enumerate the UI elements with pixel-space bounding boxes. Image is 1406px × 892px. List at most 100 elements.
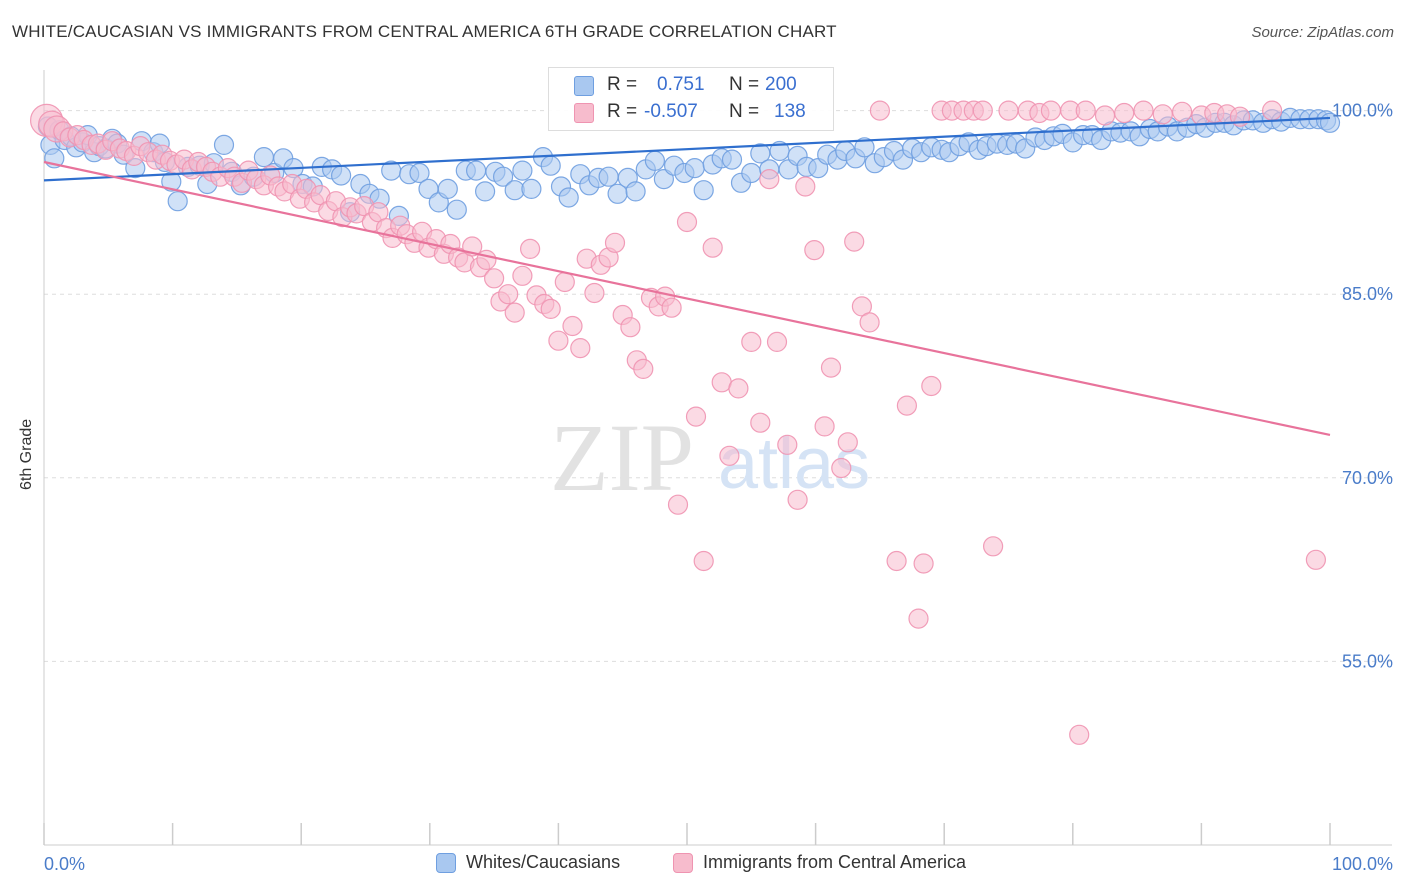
whites-point: [466, 160, 487, 181]
immigrants-point: [1094, 105, 1116, 126]
immigrants-point: [685, 406, 707, 427]
immigrants-point: [620, 317, 641, 338]
whites-point: [521, 178, 542, 199]
whites-point: [446, 199, 467, 220]
chart-title: WHITE/CAUCASIAN VS IMMIGRANTS FROM CENTR…: [12, 22, 837, 41]
immigrants-point: [693, 550, 714, 572]
y-tick-label: 100.0%: [1332, 101, 1393, 121]
stats-r-immigrants: -0.507: [644, 101, 698, 122]
immigrants-point: [476, 249, 497, 270]
immigrants-point: [1152, 104, 1173, 125]
immigrants-point: [604, 232, 626, 253]
whites-point: [409, 162, 430, 184]
stats-n-label: N =: [729, 101, 760, 122]
legend-item-immigrants[interactable]: Immigrants from Central America: [673, 852, 966, 873]
immigrants-point: [1040, 100, 1062, 121]
immigrants-point: [844, 231, 865, 252]
whites-point: [644, 150, 666, 171]
whites-trend-line: [43, 116, 1331, 182]
immigrants-point: [814, 416, 835, 437]
immigrants-point: [759, 169, 780, 190]
x-tick-label-start: 0.0%: [44, 854, 85, 874]
immigrants-point: [702, 237, 723, 258]
watermark-zip: ZIP: [550, 404, 694, 511]
immigrants-point: [804, 240, 825, 261]
whites-point: [741, 162, 762, 184]
immigrants-point: [1305, 549, 1327, 570]
immigrants-point: [1075, 100, 1096, 121]
stats-swatch-immigrants: [574, 103, 594, 123]
whites-point: [540, 155, 561, 176]
immigrants-point: [921, 375, 942, 397]
stats-r-whites: 0.751: [657, 74, 705, 95]
immigrants-point: [896, 395, 918, 416]
immigrants-point: [676, 211, 698, 233]
whites-point: [475, 181, 496, 202]
immigrants-point: [859, 312, 880, 333]
immigrants-point: [1069, 724, 1090, 745]
immigrants-point: [719, 445, 740, 466]
stats-n-immigrants: 138: [774, 101, 806, 122]
y-tick-label: 55.0%: [1342, 651, 1393, 671]
stats-row-immigrants: R = -0.507 N = 138: [549, 101, 833, 127]
stats-n-whites: 200: [765, 74, 797, 95]
immigrants-point: [831, 457, 852, 479]
immigrants-point: [661, 297, 682, 318]
legend-item-whites[interactable]: Whites/Caucasians: [436, 852, 620, 873]
immigrants-point: [633, 358, 654, 379]
stats-r-label: R =: [607, 101, 638, 122]
immigrants-point: [1261, 100, 1283, 121]
stats-swatch-whites: [574, 76, 594, 96]
immigrants-point: [908, 608, 929, 629]
legend: Whites/Caucasians Immigrants from Centra…: [0, 852, 1406, 878]
immigrants-point: [972, 100, 993, 121]
legend-label-immigrants: Immigrants from Central America: [703, 852, 967, 872]
whites-point: [437, 178, 458, 199]
immigrants-point: [787, 489, 808, 510]
immigrants-point: [584, 282, 605, 304]
immigrants-point: [548, 330, 569, 351]
immigrants-points: [29, 100, 1327, 745]
whites-point: [167, 191, 188, 212]
immigrants-point: [570, 338, 591, 359]
whites-point: [854, 137, 875, 158]
whites-point: [558, 187, 579, 208]
stats-r-label: R =: [607, 74, 638, 95]
immigrants-point: [741, 331, 762, 352]
x-tick-label-end: 100.0%: [1332, 854, 1393, 874]
stats-box: R = 0.751 N = 200 R = -0.507 N = 138: [548, 67, 834, 131]
immigrants-point: [1133, 100, 1154, 121]
whites-point: [512, 160, 533, 181]
immigrants-point: [869, 100, 891, 121]
whites-point: [213, 134, 235, 155]
legend-swatch-whites: [436, 852, 456, 873]
source-label: Source: ZipAtlas.com: [1251, 24, 1394, 41]
immigrants-point: [519, 238, 541, 259]
immigrants-point: [837, 432, 858, 453]
whites-point: [693, 180, 714, 201]
immigrants-point: [504, 302, 525, 323]
y-tick-label: 85.0%: [1342, 284, 1393, 304]
whites-point: [504, 180, 525, 201]
legend-swatch-immigrants: [673, 852, 693, 873]
immigrants-point: [1171, 101, 1193, 122]
immigrants-point: [777, 434, 798, 455]
immigrants-point: [766, 331, 788, 352]
immigrants-point: [667, 494, 689, 515]
immigrants-point: [554, 271, 575, 293]
stats-n-label: N =: [729, 74, 760, 95]
stats-row-whites: R = 0.751 N = 200: [549, 74, 833, 100]
whites-point: [684, 158, 705, 179]
immigrants-trend-line: [43, 160, 1331, 437]
immigrants-point: [540, 298, 561, 319]
immigrants-point: [820, 357, 842, 378]
immigrants-point: [728, 378, 749, 399]
trend-lines: [43, 116, 1331, 437]
immigrants-point: [886, 550, 907, 572]
immigrants-point: [562, 315, 583, 337]
whites-point: [721, 149, 743, 170]
whites-point: [331, 165, 352, 186]
axes: [43, 70, 1392, 846]
whites-point: [493, 166, 514, 187]
